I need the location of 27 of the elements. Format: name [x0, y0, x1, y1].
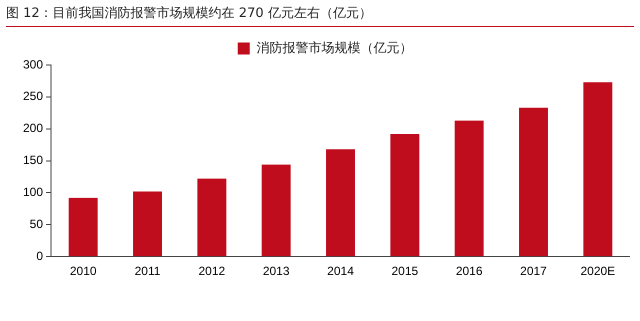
- bar: [262, 164, 291, 256]
- legend-label: 消防报警市场规模（亿元）: [256, 40, 412, 56]
- bar: [326, 149, 355, 256]
- x-tick-label: 2020E: [580, 264, 616, 278]
- y-tick-label: 0: [36, 248, 44, 263]
- y-tick-label: 50: [30, 216, 44, 231]
- x-tick-label: 2017: [520, 264, 548, 278]
- bar: [583, 82, 612, 256]
- y-tick-label: 300: [22, 57, 44, 72]
- y-tick-label: 250: [22, 89, 44, 104]
- chart-title: 图 12：目前我国消防报警市场规模约在 270 亿元左右（亿元）: [6, 4, 634, 27]
- bar: [68, 198, 98, 256]
- bar: [197, 178, 226, 256]
- x-tick-label: 2011: [134, 264, 161, 278]
- y-tick-label: 150: [22, 153, 44, 168]
- x-tick-label: 2014: [327, 264, 354, 278]
- bar: [454, 120, 484, 256]
- x-tick-label: 2010: [70, 264, 97, 278]
- x-tick-label: 2016: [456, 264, 483, 278]
- y-tick-label: 200: [22, 121, 44, 136]
- bar: [133, 191, 162, 256]
- x-tick-label: 2015: [391, 264, 419, 278]
- bar: [519, 108, 548, 256]
- y-tick-label: 100: [22, 185, 44, 200]
- x-tick-label: 2013: [262, 264, 290, 278]
- bar: [390, 134, 420, 256]
- x-tick-label: 2012: [198, 264, 226, 278]
